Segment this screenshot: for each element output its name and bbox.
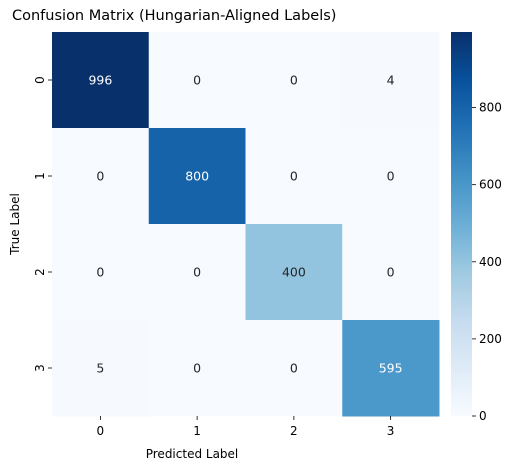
heatmap-cell: [342, 32, 440, 129]
cell-value-label: 0: [290, 73, 298, 88]
cell-value-label: 0: [387, 169, 395, 184]
col-ticks: 0 1 2 3: [97, 416, 395, 438]
cell-value-label: 0: [193, 361, 201, 376]
y-tick-label: 0: [33, 76, 47, 84]
colorbar-tick-label: 0: [479, 409, 487, 423]
colorbar-tick-label: 400: [479, 255, 502, 269]
colorbar-ticks: 0 200 400 600 800: [472, 101, 502, 423]
x-axis-label: Predicted Label: [146, 447, 239, 461]
heatmap-cell: [245, 32, 343, 129]
heatmap-cell: [342, 224, 440, 321]
y-tick-label: 1: [33, 172, 47, 180]
heatmap-cell: [342, 128, 440, 225]
colorbar-tick-label: 600: [479, 178, 502, 192]
heatmap-cell: [52, 32, 150, 129]
chart-title: Confusion Matrix (Hungarian-Aligned Labe…: [12, 8, 337, 24]
x-tick-label: 3: [387, 424, 395, 438]
cell-value-label: 996: [88, 73, 112, 88]
cell-value-label: 0: [387, 265, 395, 280]
heatmap-cell: [52, 320, 150, 417]
colorbar-tick-label: 200: [479, 332, 502, 346]
cell-value-label: 0: [290, 169, 298, 184]
heatmap-cell: [245, 128, 343, 225]
x-tick-label: 2: [290, 424, 298, 438]
heatmap-cell: [148, 320, 246, 417]
colorbar-tick-label: 800: [479, 101, 502, 115]
heatmap-cell: [52, 224, 150, 321]
cell-value-label: 400: [282, 265, 306, 280]
x-tick-label: 1: [193, 424, 201, 438]
heatmap-cell: [148, 224, 246, 321]
colorbar: [451, 32, 472, 416]
x-tick-label: 0: [97, 424, 105, 438]
row-ticks: 0 1 2 3: [33, 76, 52, 372]
cell-value-label: 0: [96, 265, 104, 280]
cell-value-label: 0: [290, 361, 298, 376]
heatmap-cell: [52, 128, 150, 225]
y-axis-label: True Label: [8, 193, 22, 256]
cell-value-label: 800: [185, 169, 209, 184]
cell-value-label: 5: [96, 361, 104, 376]
cell-value-label: 0: [193, 265, 201, 280]
heatmap-cell: [148, 32, 246, 129]
heatmap-cell: [245, 224, 343, 321]
cell-value-label: 0: [96, 169, 104, 184]
y-tick-label: 2: [33, 268, 47, 276]
cell-value-label: 4: [387, 73, 395, 88]
heatmap-cell: [148, 128, 246, 225]
cell-value-label: 0: [193, 73, 201, 88]
heatmap-cell: [342, 320, 440, 417]
heatmap-grid: 996 0 0 4 0 800 0 0 0 0 400 0 5 0 0 595: [52, 32, 440, 417]
cell-value-label: 595: [379, 361, 403, 376]
y-tick-label: 3: [33, 364, 47, 372]
heatmap-cell: [245, 320, 343, 417]
